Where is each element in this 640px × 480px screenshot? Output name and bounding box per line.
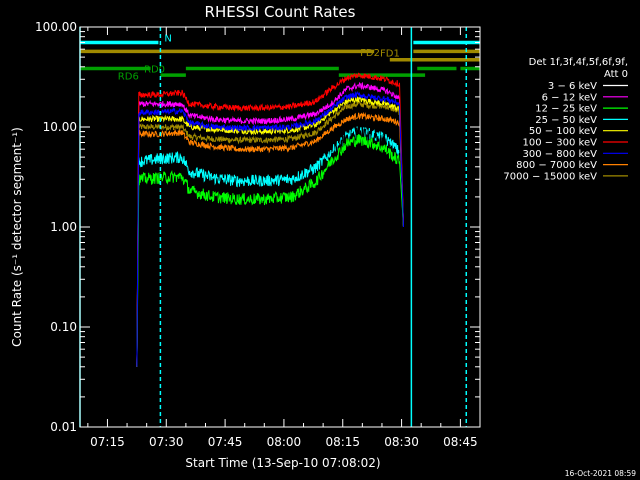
y-tick-label: 1.00 xyxy=(50,220,77,234)
footer-timestamp: 16-Oct-2021 08:59 xyxy=(565,469,636,478)
x-tick-label: 08:45 xyxy=(443,435,478,449)
y-axis-label-group: Count Rate (s⁻¹ detector segment⁻¹) xyxy=(10,127,24,347)
chart-title: RHESSI Count Rates xyxy=(205,3,356,21)
legend-label: 100 − 300 keV xyxy=(522,138,597,149)
series-line-100-300-kev xyxy=(136,72,404,367)
flag-label-fd2: FD2 xyxy=(360,48,380,59)
series-line-12-25-kev xyxy=(136,134,404,367)
x-tick-label: 07:15 xyxy=(90,435,125,449)
flag-label-rd6: RD6 xyxy=(118,72,139,83)
legend-label: 7000 − 15000 keV xyxy=(503,171,597,182)
y-axis-label: Count Rate (s⁻¹ detector segment⁻¹) xyxy=(10,127,24,347)
x-tick-label: 08:15 xyxy=(325,435,360,449)
series-layer xyxy=(136,72,404,367)
legend-title-line-1: Det 1f,3f,4f,5f,6f,9f, xyxy=(529,57,628,68)
x-axis-label: Start Time (13-Sep-10 07:08:02) xyxy=(185,456,380,470)
legend-label: 50 − 100 keV xyxy=(529,126,597,137)
legend-label: 25 − 50 keV xyxy=(535,115,597,126)
y-tick-label: 0.01 xyxy=(50,420,77,434)
legend-title-line-2: Att 0 xyxy=(604,69,628,80)
axes-layer: 07:15 07:30 07:45 08:00 08:15 08:30 08:45 100.0… xyxy=(35,20,481,449)
x-tick-label: 08:00 xyxy=(267,435,302,449)
legend-label: 12 − 25 keV xyxy=(535,104,597,115)
flag-label-rd0: RD0 xyxy=(144,64,165,75)
flag-label-n: N xyxy=(164,33,171,44)
flag-label-fd1: FD1 xyxy=(380,48,400,59)
x-tick-label: 07:30 xyxy=(149,435,184,449)
series-line-6-12-kev xyxy=(136,81,404,367)
legend-label: 6 − 12 keV xyxy=(542,92,598,103)
legend-label: 800 − 7000 keV xyxy=(516,160,597,171)
legend-label: 3 − 6 keV xyxy=(548,81,597,92)
legend-label: 300 − 800 keV xyxy=(522,149,597,160)
series-line-3-6-kev xyxy=(136,125,404,367)
x-tick-label: 08:30 xyxy=(384,435,419,449)
series-line-50-100-kev xyxy=(136,95,404,367)
series-line-7000-15000-kev xyxy=(136,100,404,367)
series-line-300-800-kev xyxy=(136,90,404,367)
x-tick-label: 07:45 xyxy=(208,435,243,449)
y-tick-label: 100.00 xyxy=(35,20,77,34)
y-tick-label: 0.10 xyxy=(50,320,77,334)
y-tick-label: 10.00 xyxy=(43,120,77,134)
series-line-800-7000-kev xyxy=(136,111,404,367)
